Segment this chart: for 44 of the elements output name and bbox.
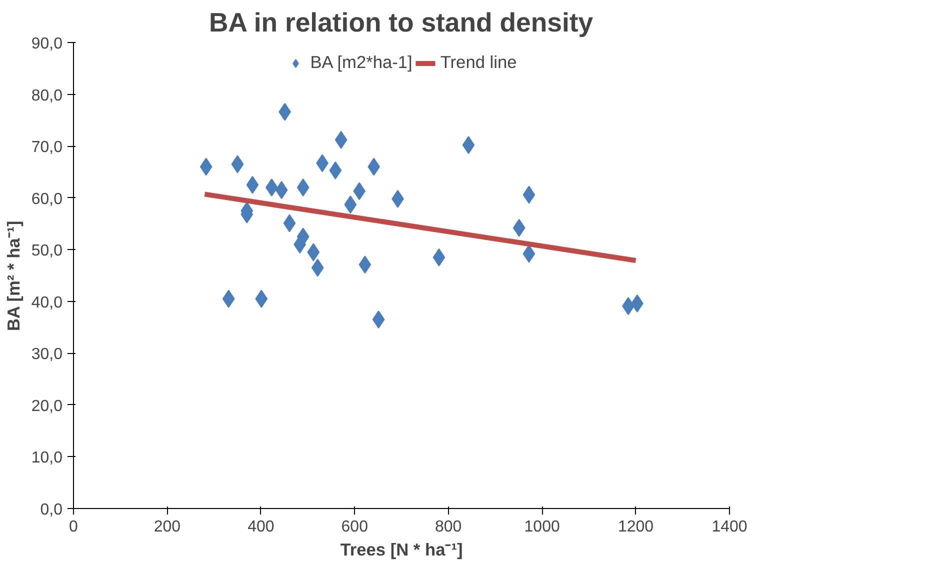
x-tick-label: 1000 [524,518,560,536]
chart-title: BA in relation to stand density [208,8,594,38]
x-tick-label: 800 [435,518,462,536]
y-tick-label: 30,0 [31,346,63,364]
point [344,196,357,214]
point [512,218,526,237]
point [358,256,372,274]
y-tick-label: 10,0 [31,450,63,467]
legend-label: Trend line [440,52,517,73]
point [372,310,385,329]
y-tick-label: 90,0 [31,36,63,52]
y-tick-label: 80,0 [31,87,63,104]
x-tick-label: 400 [248,518,274,536]
y-tick-label: 60,0 [31,190,63,208]
y-tick-label: 70,0 [31,139,63,156]
y-tick-label: 0,0 [40,502,63,518]
point [462,136,475,154]
point [200,158,212,176]
x-axis-title: Trees [N * ha⁻¹] [340,540,463,560]
point [368,158,380,176]
y-axis-title: BA [m² * ha⁻¹] [3,220,24,331]
x-tick-label: 200 [154,518,181,536]
x-tick-label: 1400 [712,518,748,536]
point [275,181,288,200]
point [522,186,536,204]
point [334,130,348,149]
point [329,161,342,180]
point [522,244,536,263]
legend-label: BA [m2*ha-1] [310,52,412,73]
point [311,258,324,277]
x-tick-label: 0 [69,518,78,536]
y-tick-label: 50,0 [31,242,63,260]
point [296,178,310,196]
point [307,243,320,262]
point [246,176,259,194]
y-tick-label: 20,0 [31,398,63,415]
x-tick-label: 600 [341,518,368,536]
point [231,155,244,174]
point [283,214,296,232]
point [222,290,235,308]
point [432,248,446,266]
y-tick-label: 40,0 [31,294,63,312]
x-tick-label: 1200 [618,518,654,536]
point [255,290,268,308]
